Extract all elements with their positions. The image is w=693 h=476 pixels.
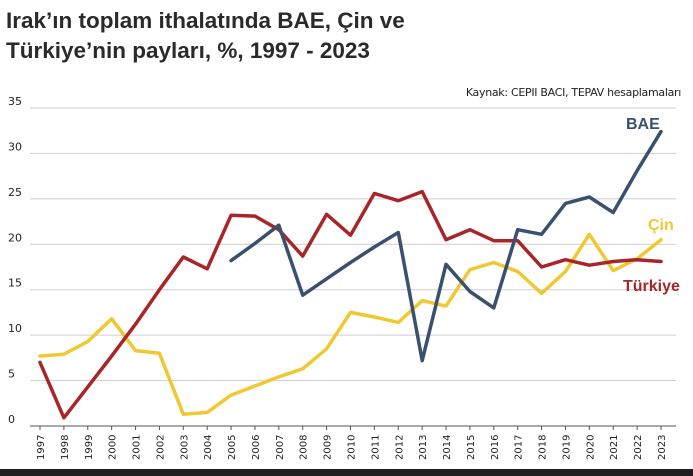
x-tick-label: 2005 — [227, 435, 238, 460]
x-tick-label: 2023 — [657, 435, 668, 460]
x-tick-label: 2019 — [561, 435, 572, 460]
chart-title-line-1: Irak’ın toplam ithalatında BAE, Çin ve — [6, 8, 405, 33]
series-label: Türkiye — [623, 278, 680, 295]
y-tick-label: 5 — [8, 368, 15, 381]
x-tick-label: 2011 — [370, 435, 381, 460]
source-note: Kaynak: CEPII BACI, TEPAV hesaplamaları — [465, 86, 681, 99]
series-label: Çin — [648, 217, 674, 234]
y-tick-label: 35 — [8, 95, 22, 108]
x-tick-label: 2015 — [466, 435, 477, 460]
x-tick-label: 1998 — [60, 435, 71, 460]
x-tick-label: 2017 — [514, 435, 525, 460]
x-tick-label: 2007 — [275, 435, 286, 460]
chart-title-line-2: Türkiye’nin payları, %, 1997 - 2023 — [6, 38, 370, 63]
x-tick-label: 2012 — [394, 435, 405, 460]
x-tick-label: 2021 — [609, 435, 620, 460]
x-tick-label: 2003 — [179, 435, 190, 460]
x-tick-label: 2006 — [251, 435, 262, 460]
x-tick-label: 2018 — [538, 435, 549, 460]
x-tick-label: 2004 — [203, 435, 214, 460]
x-tick-label: 2014 — [442, 435, 453, 460]
footer-bar — [0, 469, 693, 476]
y-tick-label: 15 — [8, 277, 22, 290]
series-line-cin — [38, 232, 663, 416]
y-tick-label: 20 — [8, 231, 22, 244]
x-tick-label: 2008 — [299, 435, 310, 460]
y-tick-label: 10 — [8, 322, 22, 335]
x-tick-label: 2000 — [108, 435, 119, 460]
x-tick-label: 2001 — [132, 435, 143, 460]
y-tick-label: 25 — [8, 186, 22, 199]
y-tick-label: 30 — [8, 140, 22, 153]
series-label: BAE — [626, 116, 660, 133]
x-tick-label: 2009 — [323, 435, 334, 460]
x-tick-label: 1997 — [36, 435, 47, 460]
x-tick-label: 2010 — [347, 435, 358, 460]
chart-title: Irak’ın toplam ithalatında BAE, Çin ve T… — [6, 6, 566, 66]
series-line-bae — [229, 129, 663, 363]
x-tick-label: 2013 — [418, 435, 429, 460]
x-tick-label: 2016 — [490, 435, 501, 460]
x-tick-label: 2002 — [155, 435, 166, 460]
x-tick-label: 1999 — [84, 435, 95, 460]
series-line-turkiye — [38, 189, 663, 420]
x-tick-label: 2020 — [585, 435, 596, 460]
y-tick-label: 0 — [8, 413, 15, 426]
x-tick-label: 2022 — [633, 435, 644, 460]
